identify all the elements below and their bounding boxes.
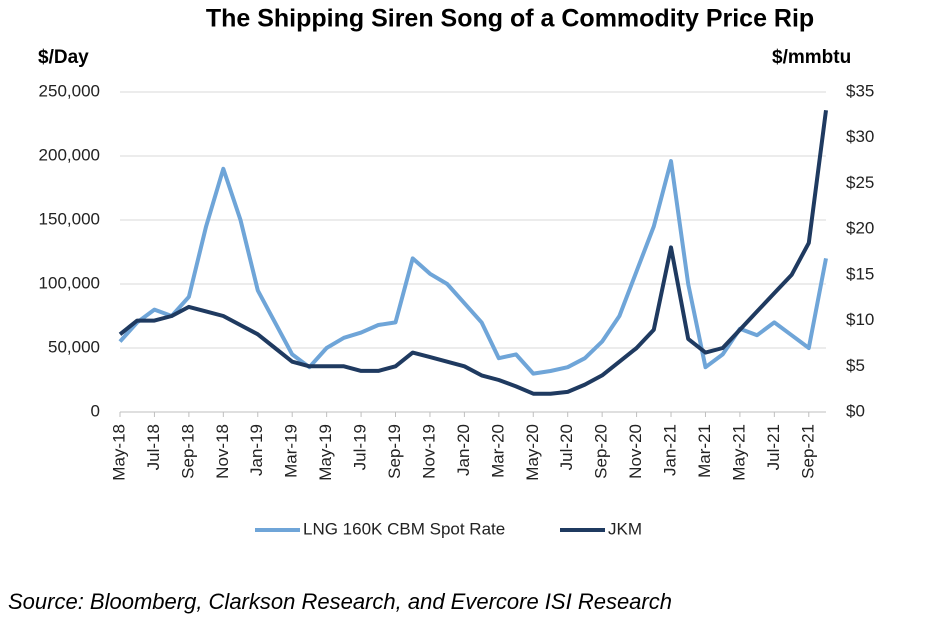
x-tick-label: Mar-20 xyxy=(488,424,507,478)
x-tick-label: Nov-18 xyxy=(213,424,232,479)
y-tick-label: 200,000 xyxy=(39,145,100,164)
y-tick-label: 100,000 xyxy=(39,273,100,292)
y2-tick-label: $0 xyxy=(846,401,865,420)
x-tick-label: Sep-19 xyxy=(385,424,404,479)
x-tick-label: Nov-19 xyxy=(419,424,438,479)
x-tick-label: Nov-20 xyxy=(626,424,645,479)
y-tick-label: 0 xyxy=(91,401,100,420)
x-tick-label: Jan-19 xyxy=(247,424,266,476)
x-tick-label: Sep-21 xyxy=(798,424,817,479)
y2-axis-title: $/mmbtu xyxy=(772,47,851,68)
source: Source: Bloomberg, Clarkson Research, an… xyxy=(8,589,672,614)
y-tick-label: 250,000 xyxy=(39,81,100,100)
x-tick-label: Mar-21 xyxy=(695,424,714,478)
x-tick-label: May-19 xyxy=(316,424,335,481)
y-tick-label: 150,000 xyxy=(39,209,100,228)
series-line xyxy=(118,110,828,396)
y2-tick-label: $20 xyxy=(846,219,874,238)
x-tick-label: Jul-19 xyxy=(351,424,370,470)
x-tick-label: May-18 xyxy=(109,424,128,481)
x-tick-label: Sep-18 xyxy=(178,424,197,479)
x-tick-label: Mar-19 xyxy=(282,424,301,478)
y2-tick-label: $35 xyxy=(846,81,874,100)
x-tick-label: Jan-21 xyxy=(661,424,680,476)
y2-tick-label: $30 xyxy=(846,127,874,146)
x-tick-label: May-21 xyxy=(729,424,748,481)
y2-tick-label: $25 xyxy=(846,173,874,192)
x-tick-label: Jul-18 xyxy=(144,424,163,470)
legend-label: LNG 160K CBM Spot Rate xyxy=(303,519,505,538)
series-line xyxy=(118,159,828,376)
chart-title: The Shipping Siren Song of a Commodity P… xyxy=(206,5,814,33)
x-tick-label: Jul-21 xyxy=(764,424,783,470)
y-tick-label: 50,000 xyxy=(48,337,100,356)
y2-tick-label: $10 xyxy=(846,310,874,329)
x-tick-label: Sep-20 xyxy=(592,424,611,479)
x-tick-label: Jan-20 xyxy=(454,424,473,476)
x-tick-label: May-20 xyxy=(523,424,542,481)
legend-label: JKM xyxy=(608,519,642,538)
y2-tick-label: $5 xyxy=(846,356,865,375)
x-tick-label: Jul-20 xyxy=(557,424,576,470)
y2-tick-label: $15 xyxy=(846,264,874,283)
y-axis-title: $/Day xyxy=(38,47,89,68)
